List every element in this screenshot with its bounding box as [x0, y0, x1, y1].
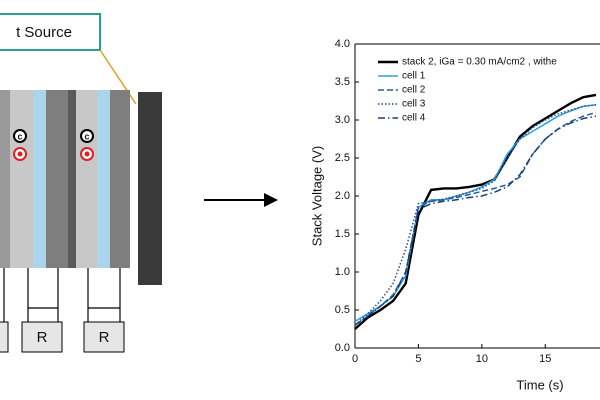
y-tick-label: 4.0 [335, 38, 350, 50]
plate [0, 90, 10, 268]
y-tick-label: 1.5 [335, 228, 350, 240]
series-line [354, 111, 597, 326]
plate [110, 90, 130, 268]
legend-label: stack 2, iGa = 0.30 mA/cm2 , withe [402, 57, 557, 68]
membrane [34, 90, 46, 268]
y-axis-label: Stack Voltage (V) [309, 146, 324, 246]
legend-label: cell 1 [402, 71, 426, 82]
end-plate [138, 92, 162, 285]
series-line [354, 93, 597, 330]
y-tick-label: 2.0 [335, 190, 350, 202]
legend-label: cell 3 [402, 99, 426, 110]
contact-label: c [17, 131, 22, 141]
source-box [0, 13, 101, 51]
series-line [354, 104, 597, 326]
contact [13, 129, 27, 143]
x-tick-label: 15 [539, 353, 551, 365]
contact [84, 151, 90, 157]
resistor [83, 321, 125, 353]
resistor-label: R [99, 329, 110, 346]
resistor-label: R [37, 329, 48, 346]
y-tick-label: 2.5 [335, 152, 350, 164]
plate [46, 90, 68, 268]
resistor [0, 321, 9, 353]
y-tick-label: 3.0 [335, 114, 350, 126]
y-tick-label: 0.5 [335, 304, 350, 316]
x-axis-label: Time (s) [516, 377, 563, 392]
contact [17, 151, 23, 157]
series-line [354, 104, 597, 323]
x-tick-label: 0 [352, 353, 358, 365]
y-tick-label: 1.0 [335, 266, 350, 278]
cell-stack-diagram: t Source c c R R [0, 13, 162, 353]
plate [10, 90, 34, 268]
legend-label: cell 2 [402, 85, 426, 96]
resistor [21, 321, 63, 353]
plate [76, 90, 98, 268]
arrow [204, 193, 278, 207]
plate [68, 90, 76, 268]
legend-label: cell 4 [402, 113, 426, 124]
membrane [98, 90, 110, 268]
x-tick-label: 5 [415, 353, 421, 365]
resistor-wires [3, 268, 121, 322]
source-label: t Source [16, 24, 72, 41]
contact-label: c [84, 131, 89, 141]
y-tick-label: 0.0 [335, 342, 350, 354]
contact [80, 129, 94, 143]
y-tick-label: 3.5 [335, 76, 350, 88]
x-tick-label: 10 [476, 353, 488, 365]
series-line [354, 115, 597, 326]
